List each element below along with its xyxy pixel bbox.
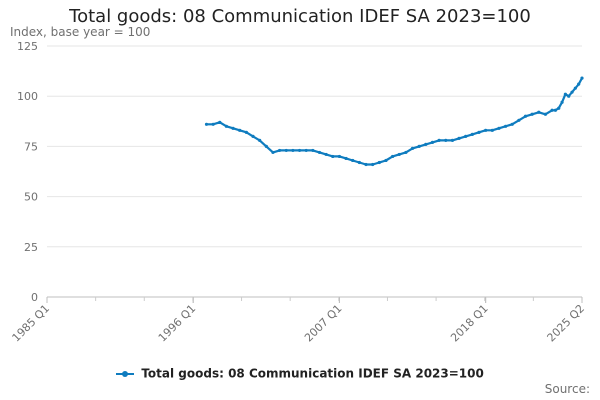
- y-tick-label: 0: [31, 291, 38, 304]
- data-point: [553, 108, 558, 112]
- data-point: [317, 150, 322, 155]
- data-point: [244, 130, 248, 134]
- data-point: [271, 150, 275, 155]
- data-point: [297, 148, 302, 153]
- legend-label: Total goods: 08 Communication IDEF SA 20…: [141, 366, 484, 381]
- data-point: [404, 150, 408, 155]
- data-point: [251, 134, 255, 138]
- data-point: [470, 132, 474, 136]
- data-point: [218, 120, 222, 124]
- data-point: [264, 144, 268, 148]
- data-point: [444, 138, 448, 142]
- chart-title: Total goods: 08 Communication IDEF SA 20…: [69, 6, 531, 27]
- data-point: [497, 126, 501, 130]
- data-point: [337, 154, 342, 159]
- x-tick-label: 2007 Q1: [302, 302, 345, 345]
- y-tick-label: 25: [24, 241, 38, 254]
- data-point: [517, 118, 521, 122]
- data-point: [510, 122, 514, 126]
- data-point: [390, 154, 395, 159]
- data-point: [580, 76, 584, 80]
- data-point: [344, 156, 348, 161]
- data-point: [351, 158, 355, 163]
- legend-swatch: [116, 368, 135, 380]
- data-point: [573, 86, 577, 90]
- data-point: [417, 144, 421, 148]
- data-point: [224, 124, 229, 128]
- series-line: [205, 76, 584, 166]
- data-point: [430, 140, 435, 144]
- data-point: [550, 108, 554, 112]
- data-point: [424, 142, 428, 146]
- data-point: [457, 136, 461, 140]
- data-point: [523, 114, 528, 118]
- data-point: [357, 160, 361, 165]
- data-point: [410, 146, 415, 151]
- data-point: [238, 128, 242, 132]
- data-point: [258, 138, 262, 142]
- y-tick-label: 125: [17, 40, 38, 53]
- data-point: [397, 152, 401, 157]
- y-axis-label: Index, base year = 100: [10, 25, 151, 39]
- data-point: [437, 138, 441, 142]
- y-tick-label: 100: [17, 90, 38, 103]
- data-point: [278, 148, 282, 153]
- data-point: [503, 124, 508, 128]
- x-tick-label: 1985 Q1: [10, 302, 53, 345]
- x-tick-label: 1996 Q1: [156, 302, 199, 345]
- data-point: [537, 110, 541, 114]
- x-tick-label: 2025 Q2: [545, 302, 588, 345]
- y-tick-label: 50: [24, 191, 38, 204]
- data-point: [450, 138, 455, 142]
- data-point: [563, 92, 567, 96]
- data-point: [490, 128, 494, 132]
- data-point: [577, 82, 581, 86]
- x-tick-label: 2018 Q1: [448, 302, 491, 345]
- data-point: [371, 162, 375, 167]
- data-point: [560, 100, 564, 104]
- source-label[interactable]: Source:: [544, 382, 590, 396]
- data-point: [211, 122, 215, 126]
- data-point: [567, 94, 571, 98]
- data-point: [570, 90, 574, 94]
- data-point: [304, 148, 308, 153]
- data-point: [324, 152, 328, 157]
- data-point: [557, 106, 561, 110]
- data-point: [231, 126, 235, 130]
- data-point: [477, 130, 481, 134]
- data-point: [530, 112, 534, 116]
- legend[interactable]: Total goods: 08 Communication IDEF SA 20…: [0, 366, 600, 381]
- data-point: [291, 148, 295, 153]
- data-point: [311, 148, 315, 153]
- data-point: [284, 148, 288, 153]
- data-point: [543, 112, 548, 116]
- data-point: [384, 158, 388, 163]
- data-point: [377, 160, 381, 165]
- y-tick-label: 75: [24, 140, 38, 153]
- data-point: [204, 122, 209, 126]
- data-point: [364, 162, 368, 167]
- data-point: [464, 134, 468, 138]
- data-point: [484, 128, 488, 132]
- data-point: [331, 154, 335, 159]
